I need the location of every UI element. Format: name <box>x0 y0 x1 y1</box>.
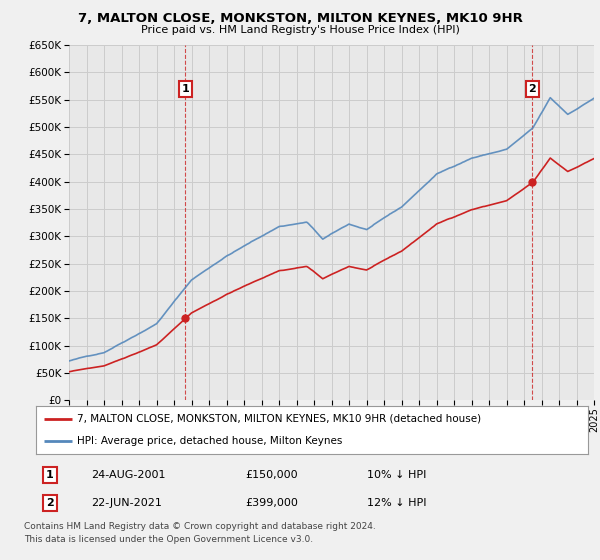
Text: HPI: Average price, detached house, Milton Keynes: HPI: Average price, detached house, Milt… <box>77 436 343 446</box>
Text: 2: 2 <box>46 498 53 508</box>
Text: 1: 1 <box>46 470 53 480</box>
Text: £150,000: £150,000 <box>246 470 298 480</box>
Text: £399,000: £399,000 <box>246 498 299 508</box>
Text: 10% ↓ HPI: 10% ↓ HPI <box>367 470 427 480</box>
Text: 7, MALTON CLOSE, MONKSTON, MILTON KEYNES, MK10 9HR (detached house): 7, MALTON CLOSE, MONKSTON, MILTON KEYNES… <box>77 414 482 424</box>
Text: 22-JUN-2021: 22-JUN-2021 <box>91 498 162 508</box>
Text: This data is licensed under the Open Government Licence v3.0.: This data is licensed under the Open Gov… <box>24 535 313 544</box>
Text: Contains HM Land Registry data © Crown copyright and database right 2024.: Contains HM Land Registry data © Crown c… <box>24 522 376 531</box>
Text: Price paid vs. HM Land Registry's House Price Index (HPI): Price paid vs. HM Land Registry's House … <box>140 25 460 35</box>
Text: 1: 1 <box>182 84 189 94</box>
Text: 7, MALTON CLOSE, MONKSTON, MILTON KEYNES, MK10 9HR: 7, MALTON CLOSE, MONKSTON, MILTON KEYNES… <box>77 12 523 25</box>
Text: 2: 2 <box>529 84 536 94</box>
Text: 24-AUG-2001: 24-AUG-2001 <box>91 470 166 480</box>
Text: 12% ↓ HPI: 12% ↓ HPI <box>367 498 427 508</box>
